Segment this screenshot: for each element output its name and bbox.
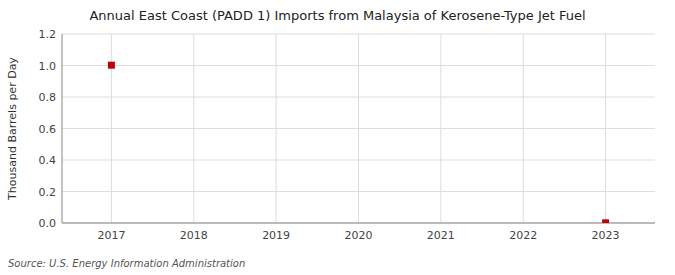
point	[602, 219, 609, 223]
title: Annual East Coast (PADD 1) Imports from …	[89, 8, 585, 23]
points	[108, 62, 609, 223]
x-tick-label: 2021	[427, 229, 455, 242]
y-tick-label: 0.2	[39, 186, 57, 199]
x-grid-line	[276, 34, 277, 223]
x-grid-line	[440, 34, 441, 223]
y-tick-label: 0.4	[39, 154, 57, 167]
chart-container: Annual East Coast (PADD 1) Imports from …	[0, 0, 675, 275]
x-grid-line	[605, 34, 606, 223]
x-grid-line	[193, 34, 194, 223]
x-grid-line	[358, 34, 359, 223]
y-tick-label: 0.0	[39, 217, 57, 230]
source-note: Source: U.S. Energy Information Administ…	[8, 258, 245, 269]
x-axis-line	[62, 223, 655, 224]
y-tick-label: 0.6	[39, 123, 57, 136]
y-tick-label: 0.8	[39, 91, 57, 104]
x-tick-label: 2022	[509, 229, 537, 242]
grid	[62, 34, 655, 223]
x-grid-line	[523, 34, 524, 223]
chart: Annual East Coast (PADD 1) Imports from …	[0, 0, 675, 275]
y-tick-label: 1.0	[39, 60, 57, 73]
x-tick-label: 2018	[180, 229, 208, 242]
point	[108, 62, 115, 69]
y-axis-line	[62, 34, 63, 223]
y-axis-label: Thousand Barrels per Day	[6, 57, 19, 201]
y-tick-label: 1.2	[39, 28, 57, 41]
x-tick-label: 2019	[262, 229, 290, 242]
x-tick-label: 2020	[345, 229, 373, 242]
y-grid-line	[62, 223, 655, 224]
x-tick-label: 2023	[592, 229, 620, 242]
x-tick-label: 2017	[97, 229, 125, 242]
